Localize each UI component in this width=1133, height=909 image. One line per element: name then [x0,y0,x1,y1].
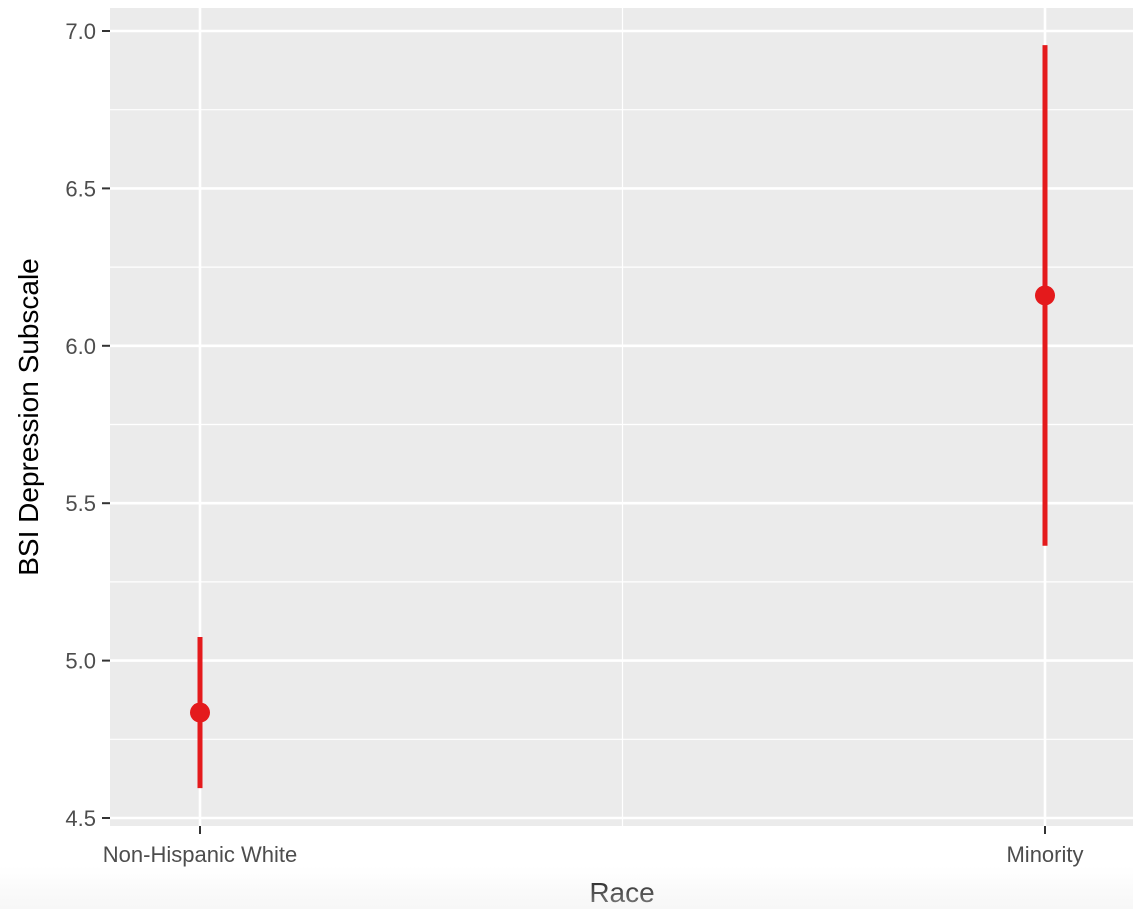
plot-panel [110,8,1133,826]
data-point [1035,285,1055,306]
x-tick-label: Minority [1006,842,1083,867]
x-axis-title: Race [589,877,654,908]
y-tick-label: 5.5 [65,491,96,516]
y-tick-label: 7.0 [65,19,96,44]
y-axis-title: BSI Depression Subscale [13,258,44,576]
y-tick-label: 4.5 [65,806,96,831]
y-tick-label: 6.0 [65,334,96,359]
data-marks [190,45,1055,789]
x-axis: Non-Hispanic White Minority [103,826,1084,867]
data-point [190,702,210,723]
y-tick-label: 6.5 [65,176,96,201]
y-axis: 4.5 5.0 5.5 6.0 6.5 7.0 [65,19,110,831]
y-tick-label: 5.0 [65,649,96,674]
x-tick-label: Non-Hispanic White [103,842,297,867]
minor-gridlines [110,8,1133,826]
